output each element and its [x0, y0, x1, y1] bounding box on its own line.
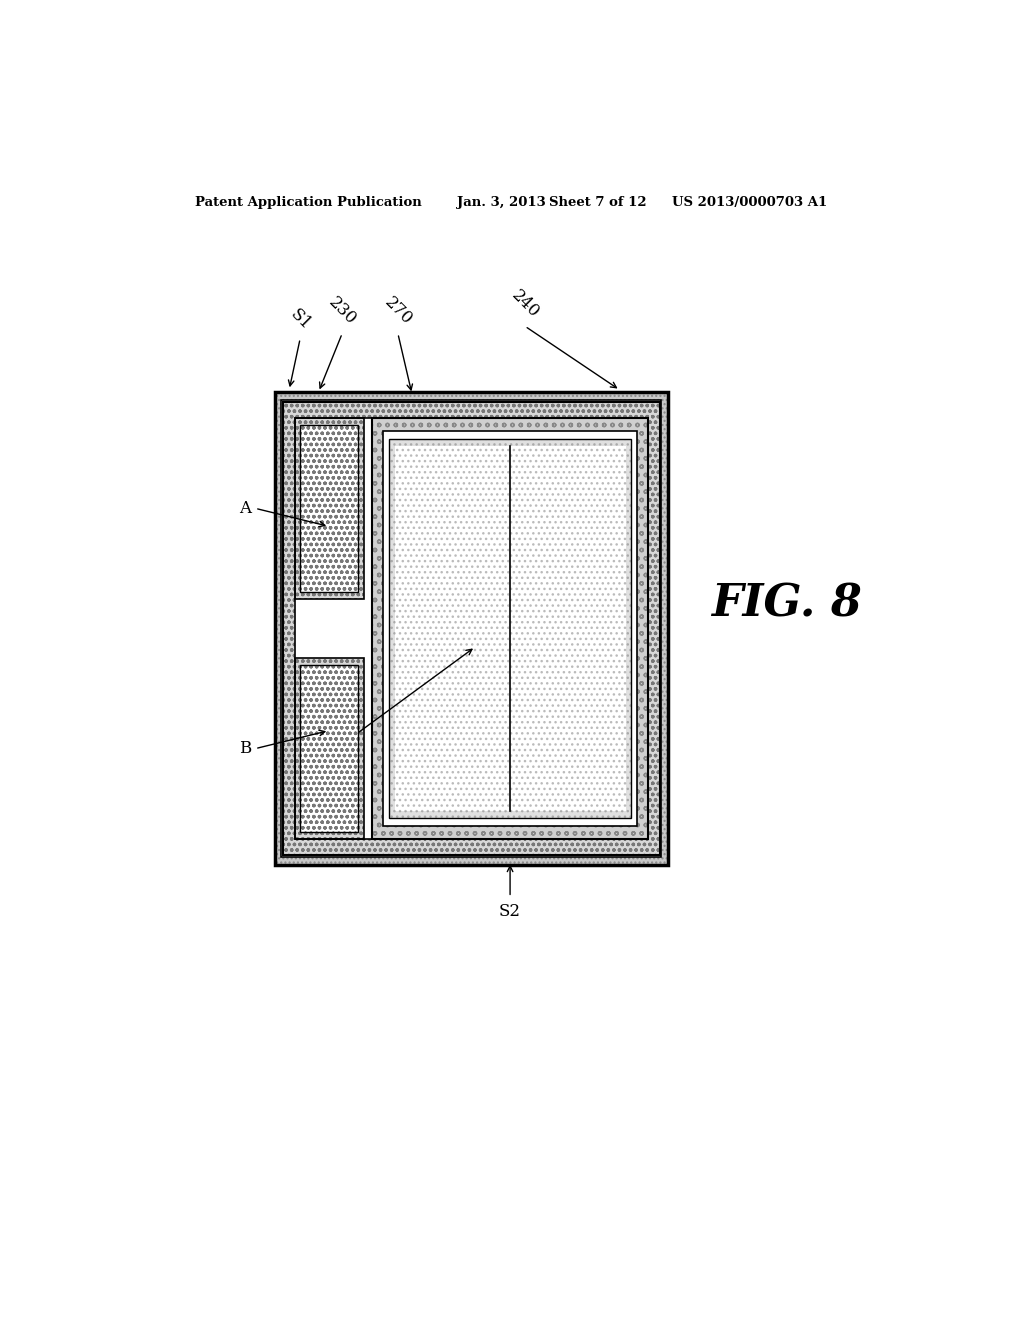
Bar — [283, 403, 659, 854]
Bar — [282, 400, 662, 857]
Bar — [283, 403, 659, 854]
Bar — [274, 392, 668, 865]
Bar — [300, 425, 358, 591]
Text: 270: 270 — [381, 293, 415, 329]
Bar — [383, 430, 638, 826]
Text: S2: S2 — [499, 903, 521, 920]
Text: Sheet 7 of 12: Sheet 7 of 12 — [549, 195, 646, 209]
Bar — [295, 657, 364, 840]
Bar — [283, 403, 659, 854]
Bar — [295, 417, 648, 840]
Bar — [389, 440, 631, 818]
Bar — [373, 417, 648, 840]
Bar — [373, 417, 648, 840]
Bar — [394, 446, 626, 810]
Text: FIG. 8: FIG. 8 — [712, 582, 862, 626]
Text: A: A — [239, 500, 251, 516]
Bar — [274, 392, 668, 865]
Bar — [300, 665, 358, 833]
Text: B: B — [239, 741, 251, 758]
Bar — [373, 417, 648, 840]
Bar — [295, 417, 364, 599]
Bar — [300, 425, 358, 591]
Bar — [394, 446, 626, 810]
Bar — [295, 417, 648, 840]
Bar — [389, 440, 631, 818]
Bar — [383, 430, 638, 826]
Text: S1: S1 — [287, 306, 314, 333]
Text: Jan. 3, 2013: Jan. 3, 2013 — [458, 195, 546, 209]
Bar — [282, 400, 662, 857]
Bar — [295, 657, 364, 840]
Text: 240: 240 — [508, 286, 542, 321]
Text: US 2013/0000703 A1: US 2013/0000703 A1 — [672, 195, 826, 209]
Text: 230: 230 — [325, 293, 359, 329]
Bar — [300, 665, 358, 833]
Bar — [300, 665, 358, 833]
Bar — [295, 417, 364, 599]
Text: Patent Application Publication: Patent Application Publication — [196, 195, 422, 209]
Bar — [295, 417, 364, 599]
Bar — [300, 425, 358, 591]
Bar — [389, 440, 631, 818]
Bar — [295, 657, 364, 840]
Bar — [274, 392, 668, 865]
